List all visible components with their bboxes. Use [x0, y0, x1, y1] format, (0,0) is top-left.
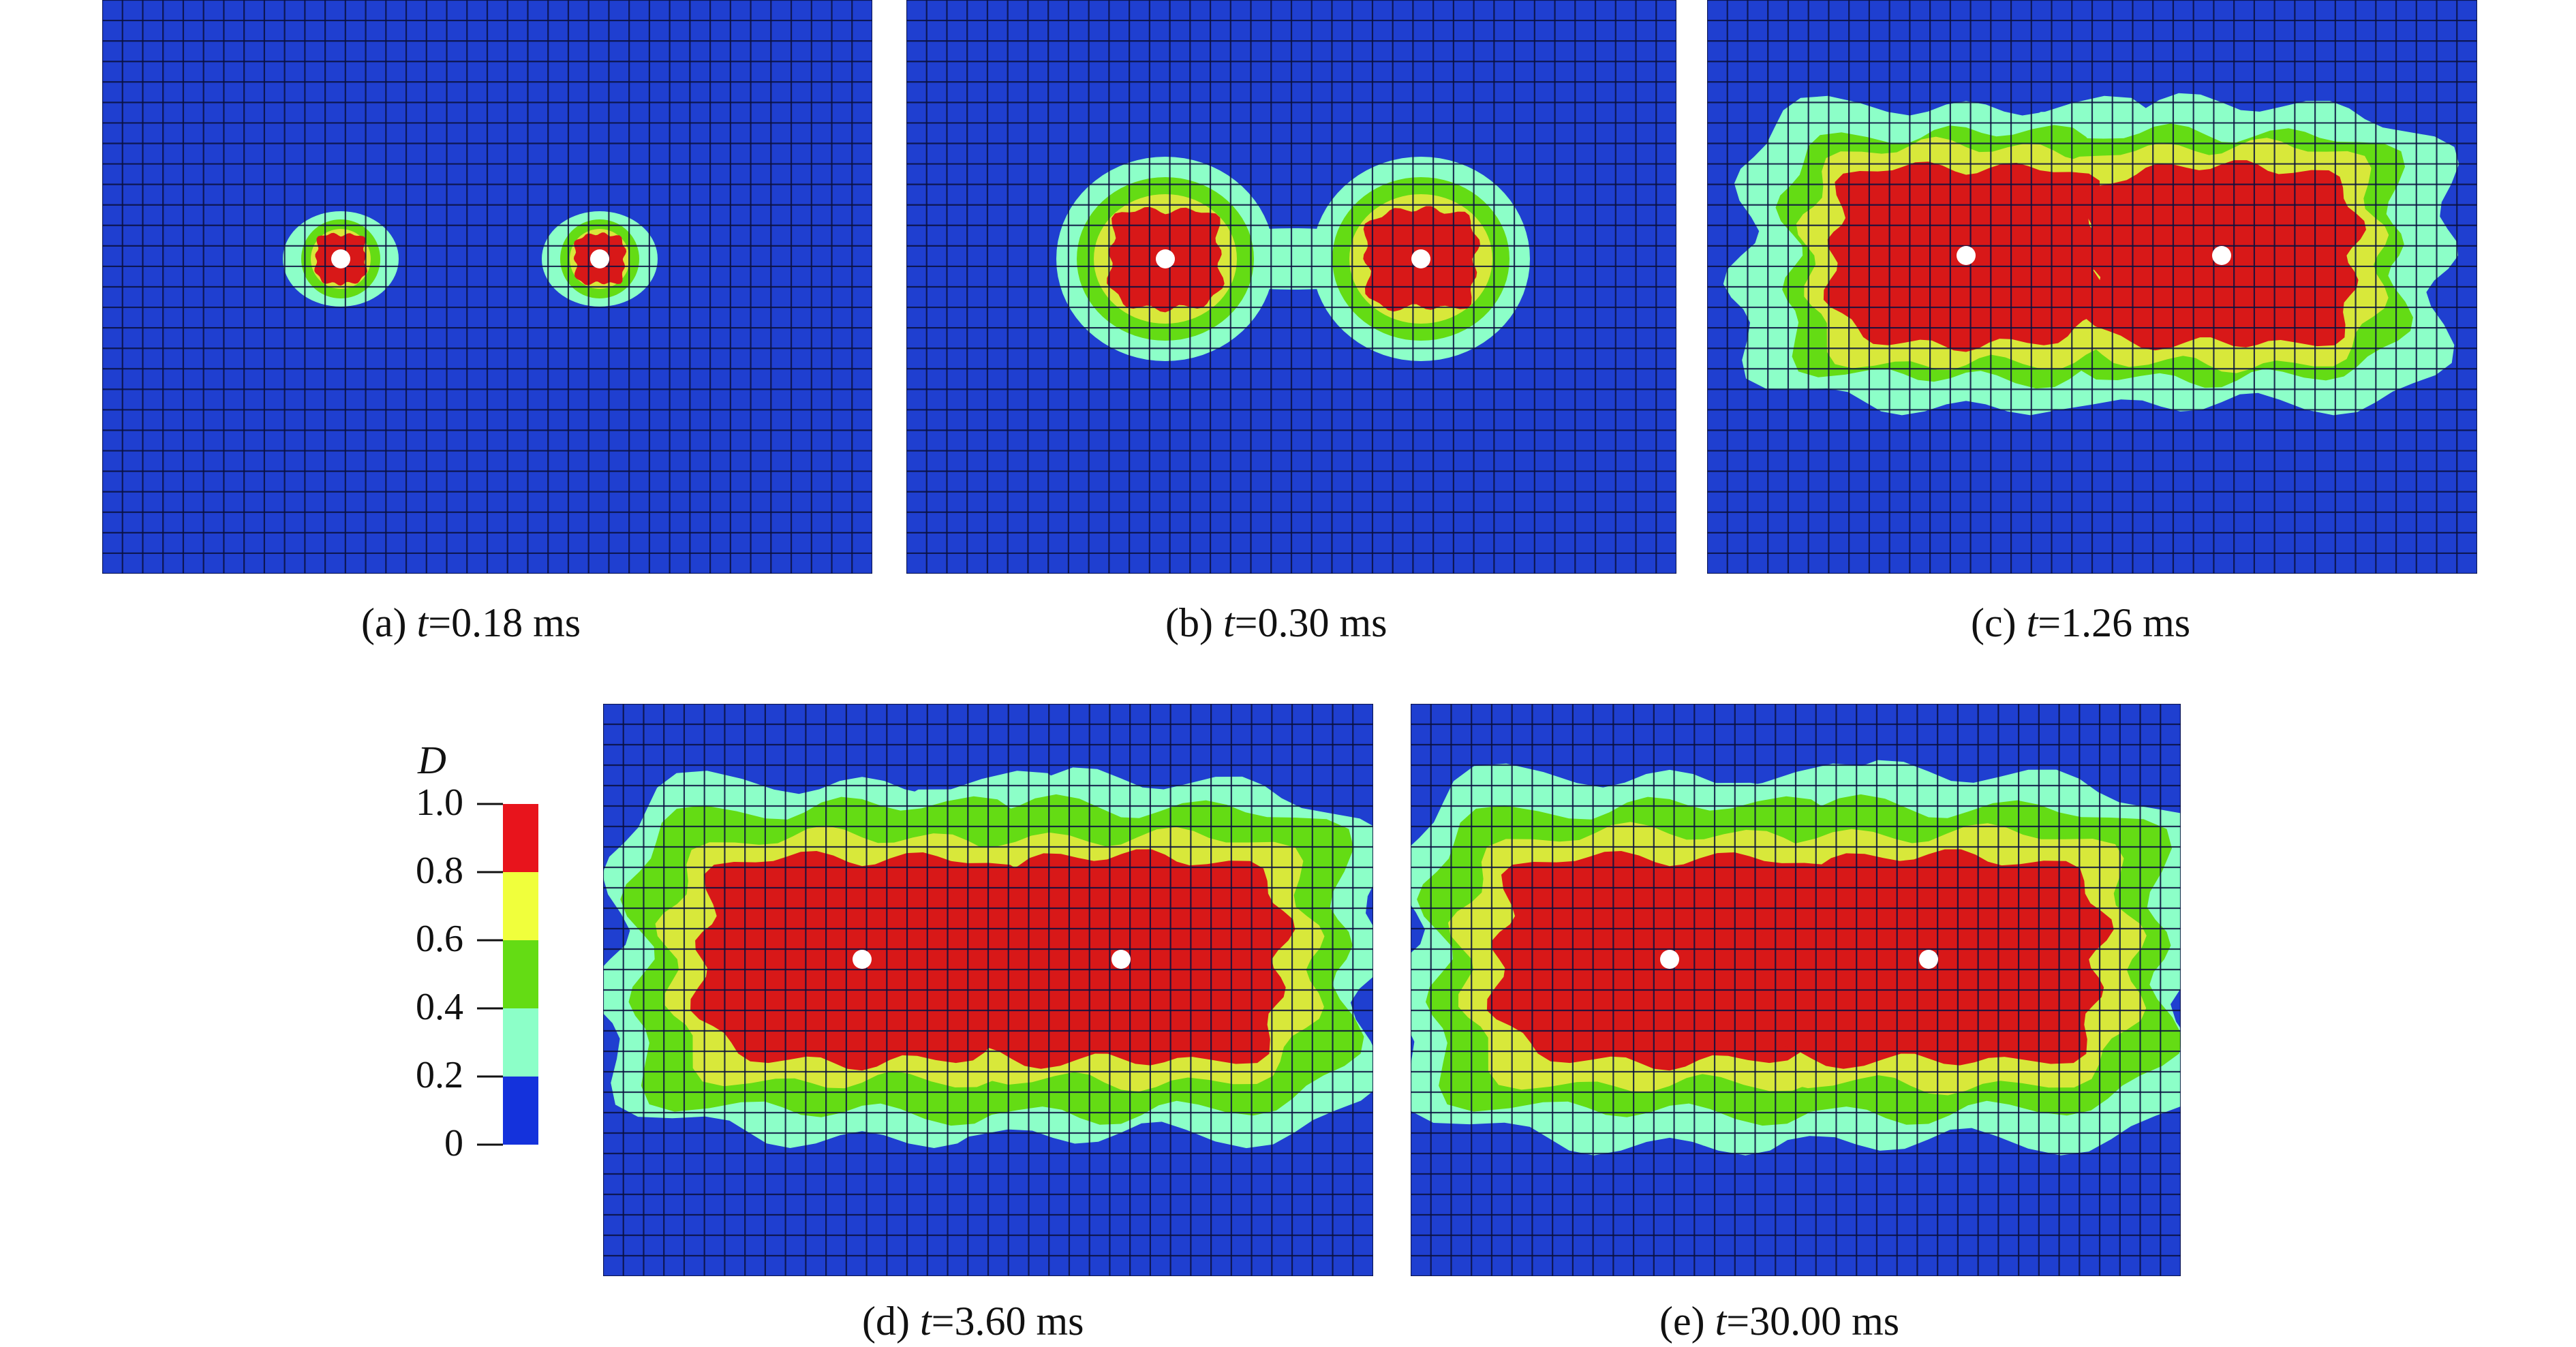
- damage-zone-4: [1486, 849, 2114, 1071]
- panel-b-caption: (b) t=0.30 ms: [1165, 600, 1387, 647]
- damage-panel-d: [603, 704, 1373, 1276]
- blast-hole-2: [2212, 246, 2231, 265]
- legend-tick-label-0: 1.0: [416, 781, 463, 824]
- legend-band-1: [503, 872, 538, 940]
- blast-hole-1: [1957, 246, 1976, 265]
- blast-hole-2: [1411, 249, 1430, 268]
- legend-band-0: [503, 804, 538, 872]
- blast-hole-1: [853, 950, 872, 969]
- legend-tick-label-4: 0.2: [416, 1054, 463, 1096]
- mesh-grid: [906, 0, 1676, 574]
- damage-legend-colorbar: [477, 803, 538, 1146]
- damage-panel-e: [1411, 704, 2181, 1276]
- panel-d-prefix: (d): [862, 1299, 920, 1344]
- panel-a-caption: (a) t=0.18 ms: [361, 600, 581, 647]
- panel-e-prefix: (e): [1659, 1299, 1715, 1344]
- mesh-grid: [1707, 0, 2477, 574]
- panel-c-prefix: (c): [1971, 600, 2027, 645]
- legend-tick-label-1: 0.8: [416, 850, 463, 892]
- legend-band-4: [503, 1077, 538, 1145]
- panel-b-var: t: [1223, 600, 1235, 645]
- damage-zone-4: [690, 849, 1295, 1071]
- panel-c-caption: (c) t=1.26 ms: [1971, 600, 2190, 647]
- panel-d-caption: (d) t=3.60 ms: [862, 1298, 1084, 1345]
- damage-panel-b: [906, 0, 1676, 574]
- panel-c-var: t: [2026, 600, 2038, 645]
- panel-c-time: =1.26 ms: [2038, 600, 2191, 645]
- blast-hole-1: [331, 249, 350, 268]
- mesh-grid: [603, 704, 1373, 1276]
- legend-tick-label-2: 0.6: [416, 918, 463, 960]
- panel-e-caption: (e) t=30.00 ms: [1659, 1298, 1899, 1345]
- damage-zone-4: [1823, 160, 2366, 352]
- panel-d-time: =3.60 ms: [931, 1299, 1084, 1344]
- panel-e-time: =30.00 ms: [1726, 1299, 1900, 1344]
- damage-panel-a: [102, 0, 872, 574]
- panel-a-var: t: [416, 600, 429, 645]
- legend-variable: D: [418, 738, 446, 782]
- legend-tick-label-3: 0.4: [416, 986, 463, 1028]
- panel-b-prefix: (b): [1165, 600, 1223, 645]
- mesh-grid: [102, 0, 872, 574]
- blast-hole-1: [1660, 950, 1679, 969]
- panel-b-time: =0.30 ms: [1234, 600, 1387, 645]
- mesh-grid: [1411, 704, 2181, 1276]
- legend-tick-label-5: 0: [444, 1122, 463, 1164]
- damage-panel-c: [1707, 0, 2477, 574]
- panel-a-prefix: (a): [361, 600, 417, 645]
- legend-band-2: [503, 940, 538, 1008]
- blast-hole-2: [590, 249, 609, 268]
- panel-d-var: t: [919, 1299, 932, 1344]
- panel-a-time: =0.18 ms: [428, 600, 581, 645]
- panel-e-var: t: [1715, 1299, 1727, 1344]
- blast-hole-2: [1111, 950, 1131, 969]
- blast-hole-2: [1919, 950, 1938, 969]
- legend-band-3: [503, 1008, 538, 1077]
- blast-hole-1: [1156, 249, 1175, 268]
